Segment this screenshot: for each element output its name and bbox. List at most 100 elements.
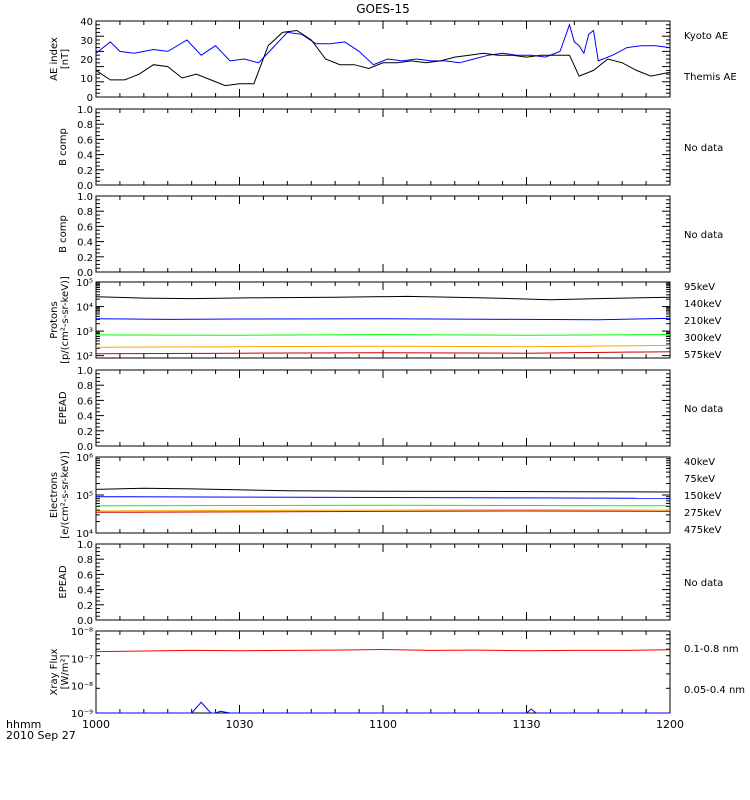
y-tick-label: 10⁻⁹ (71, 709, 93, 720)
series-line-575kev (95, 351, 671, 355)
panels: 0 10 20 30 40 AE index [nT] Kyoto AE Themis AE 0.… (49, 17, 745, 720)
legend-label: 210keV (684, 316, 722, 327)
y-tick-label: 10³ (76, 327, 93, 338)
legend-label: Kyoto AE (684, 31, 728, 42)
y-tick-label: 1.0 (77, 192, 93, 203)
series-line-275kev (95, 509, 671, 512)
y-axis-label: Xray Flux (49, 648, 60, 695)
y-axis-label: Protons (49, 301, 60, 338)
y-tick-label: 1.0 (77, 366, 93, 377)
panel-6: 10⁴ 10⁵ 10⁶ Electrons [e/(cm²-s-sr-keV)] 475k… (49, 451, 722, 540)
legend-label: 0.1-0.8 nm (684, 644, 739, 655)
y-tick-label: 0.6 (77, 570, 93, 581)
panel-frame (95, 369, 671, 447)
y-tick-label: 10⁵ (76, 278, 93, 289)
y-tick-label: 10⁻⁸ (71, 682, 93, 693)
y-tick-label: 0.4 (77, 412, 93, 423)
legend-label: 475keV (684, 525, 722, 536)
x-tick-label: 1100 (369, 718, 397, 731)
y-tick-label: 10⁻⁸ (71, 627, 93, 638)
x-axis: 1000 1030 1100 1130 1200 (82, 718, 684, 731)
series-line-210kev (95, 334, 671, 336)
y-tick-label: 0.4 (77, 151, 93, 162)
series-line-140kev (95, 317, 671, 321)
x-tick-label: 1000 (82, 718, 110, 731)
y-tick-label: 0.0 (77, 181, 93, 192)
legend-label: 140keV (684, 299, 722, 310)
y-axis-label: EPEAD (58, 391, 69, 425)
panel-frame (95, 456, 671, 534)
legend-label: 75keV (684, 474, 715, 485)
series-line-40kev (95, 487, 671, 493)
y-tick-label: 20 (80, 55, 93, 66)
y-tick-label: 10² (76, 352, 93, 363)
no-data-label: No data (684, 143, 723, 154)
legend-label: 300keV (684, 333, 722, 344)
legend-label: 0.05-0.4 nm (684, 685, 745, 696)
panel-frame (95, 20, 671, 98)
y-tick-label: 0.6 (77, 396, 93, 407)
panel-frame (95, 543, 671, 621)
x-tick-label: 1200 (656, 718, 684, 731)
no-data-label: No data (684, 230, 723, 241)
panel-frame (95, 630, 671, 714)
y-axis-label: AE index (49, 37, 60, 81)
y-axis-label: [e/(cm²-s-sr-keV)] (60, 451, 71, 539)
y-axis-label: [nT] (60, 49, 71, 69)
plot-title: GOES-15 (356, 2, 410, 16)
panel-8: 10⁻⁹ 10⁻⁸ 10⁻⁷ 10⁻⁸ Xray Flux [W/m²] 0.1-0.8 n… (49, 627, 745, 720)
panel-3: 0.0 0.2 0.4 0.6 0.8 1.0 B comp No data (58, 192, 723, 279)
legend-label: 275keV (684, 508, 722, 519)
y-tick-label: 0.2 (77, 427, 93, 438)
panel-4: 10² 10³ 10⁴ 10⁵ Protons [p/(cm²-s-sr-keV)] 575… (49, 276, 722, 364)
no-data-label: No data (684, 578, 723, 589)
y-tick-label: 0.4 (77, 586, 93, 597)
y-axis-label: Electrons (49, 472, 60, 518)
y-tick-label: 0.8 (77, 555, 93, 566)
y-tick-label: 0.8 (77, 381, 93, 392)
panel-1: 0 10 20 30 40 AE index [nT] Kyoto AE Themis AE (49, 17, 737, 104)
y-axis-label: B comp (58, 215, 69, 253)
y-tick-label: 1.0 (77, 540, 93, 551)
y-tick-label: 0.4 (77, 238, 93, 249)
legend-label: 40keV (684, 457, 715, 468)
y-tick-label: 0.6 (77, 222, 93, 233)
legend-label: Themis AE (683, 72, 737, 83)
y-tick-label: 30 (80, 36, 93, 47)
x-axis-corner-label: hhmm (6, 718, 41, 731)
panel-2: 0.0 0.2 0.4 0.6 0.8 1.0 B comp No data (58, 105, 723, 192)
y-axis-label: [W/m²] (60, 654, 71, 689)
legend-label: 95keV (684, 282, 715, 293)
y-tick-label: 10⁴ (76, 529, 93, 540)
y-tick-label: 0.0 (77, 442, 93, 453)
legend-label: 150keV (684, 491, 722, 502)
y-tick-label: 10⁶ (76, 453, 93, 464)
y-tick-label: 0.8 (77, 120, 93, 131)
panel-5: 0.0 0.2 0.4 0.6 0.8 1.0 EPEAD No data (58, 366, 723, 453)
series-line-75kev (95, 496, 671, 499)
y-tick-label: 0.2 (77, 253, 93, 264)
y-tick-label: 0.0 (77, 616, 93, 627)
series-line-kyoto-ae (95, 23, 671, 66)
y-tick-label: 10⁻⁷ (71, 654, 93, 665)
y-tick-label: 10⁵ (76, 491, 93, 502)
y-axis-label: B comp (58, 128, 69, 166)
y-tick-label: 1.0 (77, 105, 93, 116)
series-line-475kev (95, 510, 671, 513)
y-tick-label: 10 (80, 74, 93, 85)
legend-label: 575keV (684, 350, 722, 361)
no-data-label: No data (684, 404, 723, 415)
y-axis-label: [p/(cm²-s-sr-keV)] (60, 276, 71, 364)
y-tick-label: 0 (87, 93, 93, 104)
y-tick-label: 0.2 (77, 166, 93, 177)
series-line-95kev (95, 295, 671, 301)
series-line-300kev (95, 344, 671, 348)
y-tick-label: 10⁴ (76, 303, 93, 314)
panel-7: 0.0 0.2 0.4 0.6 0.8 1.0 EPEAD No data (58, 540, 723, 627)
y-tick-label: 0.2 (77, 601, 93, 612)
y-axis-label: EPEAD (58, 565, 69, 599)
panel-frame (95, 195, 671, 273)
x-axis-date-label: 2010 Sep 27 (6, 729, 76, 742)
x-tick-label: 1130 (513, 718, 541, 731)
